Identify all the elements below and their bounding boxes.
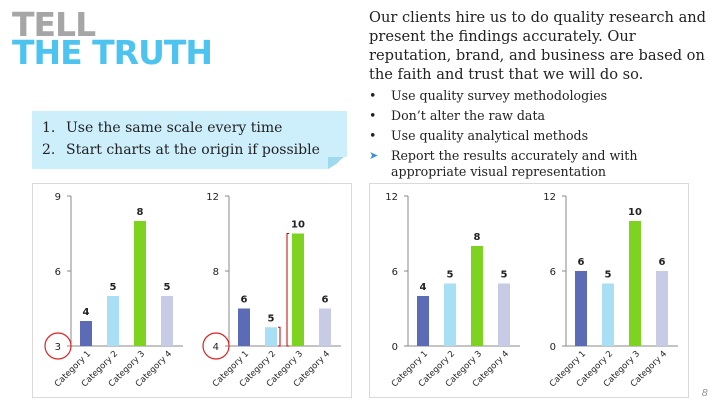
truncated-charts-panel: 3 6 9 4 Category 1 5 Category 2 8 Category 3 5 Cat…	[32, 183, 352, 398]
bar-value-label: 6	[659, 257, 666, 268]
bar-value-label: 6	[241, 295, 248, 306]
difference-bracket	[286, 233, 289, 347]
title-line-2: THE TRUTH	[12, 33, 213, 72]
bar-value-label: 5	[164, 282, 171, 293]
bar-value-label: 5	[447, 270, 454, 281]
bar	[319, 308, 331, 346]
bar-value-label: 6	[322, 295, 329, 306]
origin-highlight-circle	[202, 332, 230, 360]
bar-value-label: 8	[474, 232, 481, 243]
bar	[444, 283, 456, 346]
bar-value-label: 5	[110, 282, 117, 293]
bullet-item: • Use quality analytical methods	[369, 128, 714, 144]
arrow-bullet-icon: ➤	[369, 149, 379, 162]
bar	[161, 296, 173, 346]
bullet-marker: •	[369, 108, 377, 123]
y-tick-label: 9	[55, 192, 61, 203]
bar-value-label: 8	[137, 207, 144, 218]
difference-bracket	[278, 326, 281, 347]
y-tick-label: 4	[213, 342, 219, 353]
bar	[656, 271, 668, 346]
bar	[471, 246, 483, 346]
callout-box: 1. Use the same scale every time 2. Start …	[32, 111, 347, 169]
y-tick-label: 6	[55, 267, 61, 278]
bar-value-label: 5	[501, 270, 508, 281]
callout-number: 1.	[42, 120, 56, 136]
intro-paragraph: Our clients hire us to do quality resear…	[369, 9, 707, 83]
bar	[292, 233, 304, 346]
y-tick-label: 0	[550, 342, 556, 353]
y-tick-label: 12	[385, 192, 398, 203]
bar-value-label: 10	[291, 220, 305, 231]
bullet-text: Use quality survey methodologies	[391, 88, 608, 103]
bar	[417, 296, 429, 346]
bar	[107, 296, 119, 346]
bullet-item: • Use quality survey methodologies	[369, 88, 714, 104]
callout-text: Use the same scale every time	[66, 120, 283, 136]
y-tick-label: 8	[213, 267, 219, 278]
bar	[498, 283, 510, 346]
page-number: 8	[701, 388, 708, 399]
bar-value-label: 5	[268, 313, 275, 324]
page-curl-corner	[328, 157, 347, 169]
callout-text: Start charts at the origin if possible	[66, 142, 320, 158]
bullet-item: ➤ Report the results accurately and with …	[369, 148, 714, 180]
bar	[629, 221, 641, 346]
origin-charts-panel: 0 6 12 4 Category 1 5 Category 2 8 Category 3 5 Ca…	[369, 183, 689, 398]
y-tick-label: 3	[55, 342, 61, 353]
bar-value-label: 6	[578, 257, 585, 268]
y-tick-label: 6	[392, 267, 398, 278]
bullet-text: Report the results accurately and with a…	[391, 148, 638, 179]
y-tick-label: 0	[392, 342, 398, 353]
bar-value-label: 10	[628, 207, 642, 218]
y-tick-label: 6	[550, 267, 556, 278]
bar	[602, 283, 614, 346]
bar-value-label: 4	[83, 307, 90, 318]
bullet-text: Use quality analytical methods	[391, 128, 589, 143]
bar	[265, 327, 277, 346]
origin-highlight-circle	[44, 332, 72, 360]
bar-value-label: 5	[605, 270, 612, 281]
y-tick-label: 12	[543, 192, 556, 203]
title-line-1: TELL	[12, 5, 96, 44]
bullet-list: • Use quality survey methodologies • Don’t…	[369, 88, 714, 184]
bar	[238, 308, 250, 346]
bullet-text: Don’t alter the raw data	[391, 108, 546, 123]
callout-list: 1. Use the same scale every time 2. Start …	[42, 117, 320, 161]
callout-number: 2.	[42, 142, 56, 158]
bar	[80, 321, 92, 346]
bullet-item: • Don’t alter the raw data	[369, 108, 714, 124]
callout-item: 1. Use the same scale every time	[42, 117, 320, 139]
bar	[134, 221, 146, 346]
bullet-marker: •	[369, 88, 377, 103]
callout-item: 2. Start charts at the origin if possible	[42, 139, 320, 161]
y-tick-label: 12	[206, 192, 219, 203]
bar-value-label: 4	[420, 282, 427, 293]
bullet-marker: •	[369, 128, 377, 143]
bar	[575, 271, 587, 346]
